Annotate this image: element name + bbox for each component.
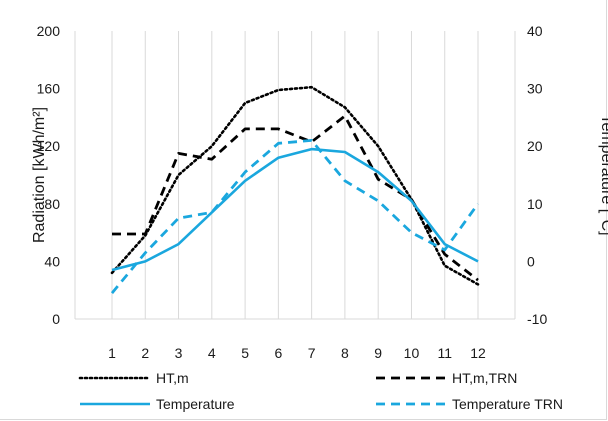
legend-label: HT,m bbox=[156, 370, 189, 386]
x-tick-label: 4 bbox=[208, 345, 216, 361]
y-tick-label: 80 bbox=[44, 196, 60, 212]
x-tick-label: 9 bbox=[374, 345, 382, 361]
y-tick-label: 160 bbox=[37, 81, 61, 97]
legend-label: Temperature TRN bbox=[452, 396, 563, 412]
y-tick-label: 120 bbox=[37, 138, 61, 154]
y2-axis-title: Temperature [°C] bbox=[598, 114, 608, 235]
y2-tick-label: -10 bbox=[527, 311, 547, 327]
x-tick-label: 5 bbox=[241, 345, 249, 361]
y-tick-label: 0 bbox=[52, 311, 60, 327]
x-tick-label: 11 bbox=[437, 345, 452, 361]
y-tick-label: 40 bbox=[44, 253, 60, 269]
x-tick-label: 7 bbox=[308, 345, 316, 361]
series-line bbox=[110, 85, 480, 286]
y-axis-title: Radiation [kWh/m²] bbox=[31, 107, 48, 243]
y2-tick-label: 30 bbox=[527, 81, 543, 97]
series-line bbox=[110, 138, 480, 294]
legend-label: HT,m,TRN bbox=[452, 370, 517, 386]
y2-tick-label: 10 bbox=[527, 196, 543, 212]
x-tick-label: 6 bbox=[274, 345, 282, 361]
y2-tick-label: 20 bbox=[527, 138, 543, 154]
y2-tick-label: 40 bbox=[527, 23, 543, 39]
x-tick-label: 3 bbox=[175, 345, 183, 361]
x-tick-label: 10 bbox=[404, 345, 420, 361]
series-line bbox=[111, 147, 479, 272]
y-tick-label: 200 bbox=[37, 23, 61, 39]
legend-label: Temperature bbox=[156, 396, 235, 412]
x-tick-label: 12 bbox=[470, 345, 486, 361]
x-tick-label: 8 bbox=[341, 345, 349, 361]
x-tick-label: 1 bbox=[108, 345, 116, 361]
series-line bbox=[112, 114, 479, 282]
y2-tick-label: 0 bbox=[527, 253, 535, 269]
x-tick-label: 2 bbox=[141, 345, 149, 361]
